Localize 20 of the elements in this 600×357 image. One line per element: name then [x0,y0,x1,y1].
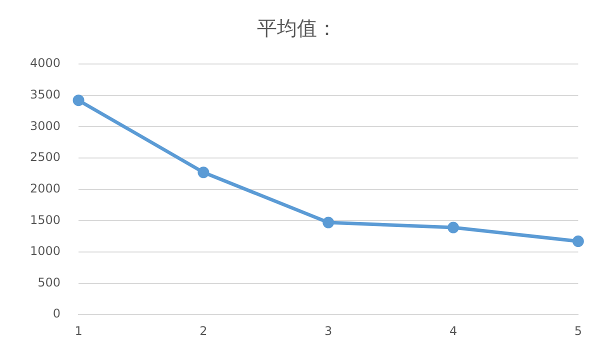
x-tick-label: 3 [324,324,332,338]
chart-title: 平均值： [257,16,337,40]
y-tick-label: 2500 [30,150,61,164]
x-tick-label: 4 [449,324,458,338]
point [198,166,210,178]
point [448,222,460,234]
y-tick-label: 1000 [30,244,61,258]
y-tick-label: 3500 [30,87,61,102]
y-tick-label: 4000 [30,56,61,70]
y-tick-label: 0 [52,306,61,321]
y-tick-label: 2000 [30,181,61,196]
x-tick-label: 2 [200,324,208,338]
point [572,236,584,248]
y-tick-label: 3000 [30,118,61,133]
y-tick-label: 500 [38,275,61,290]
point [322,216,334,228]
x-tick-label: 5 [574,324,582,338]
y-tick-label: 1500 [30,212,61,227]
point [72,94,84,106]
x-tick-label: 1 [74,324,82,338]
